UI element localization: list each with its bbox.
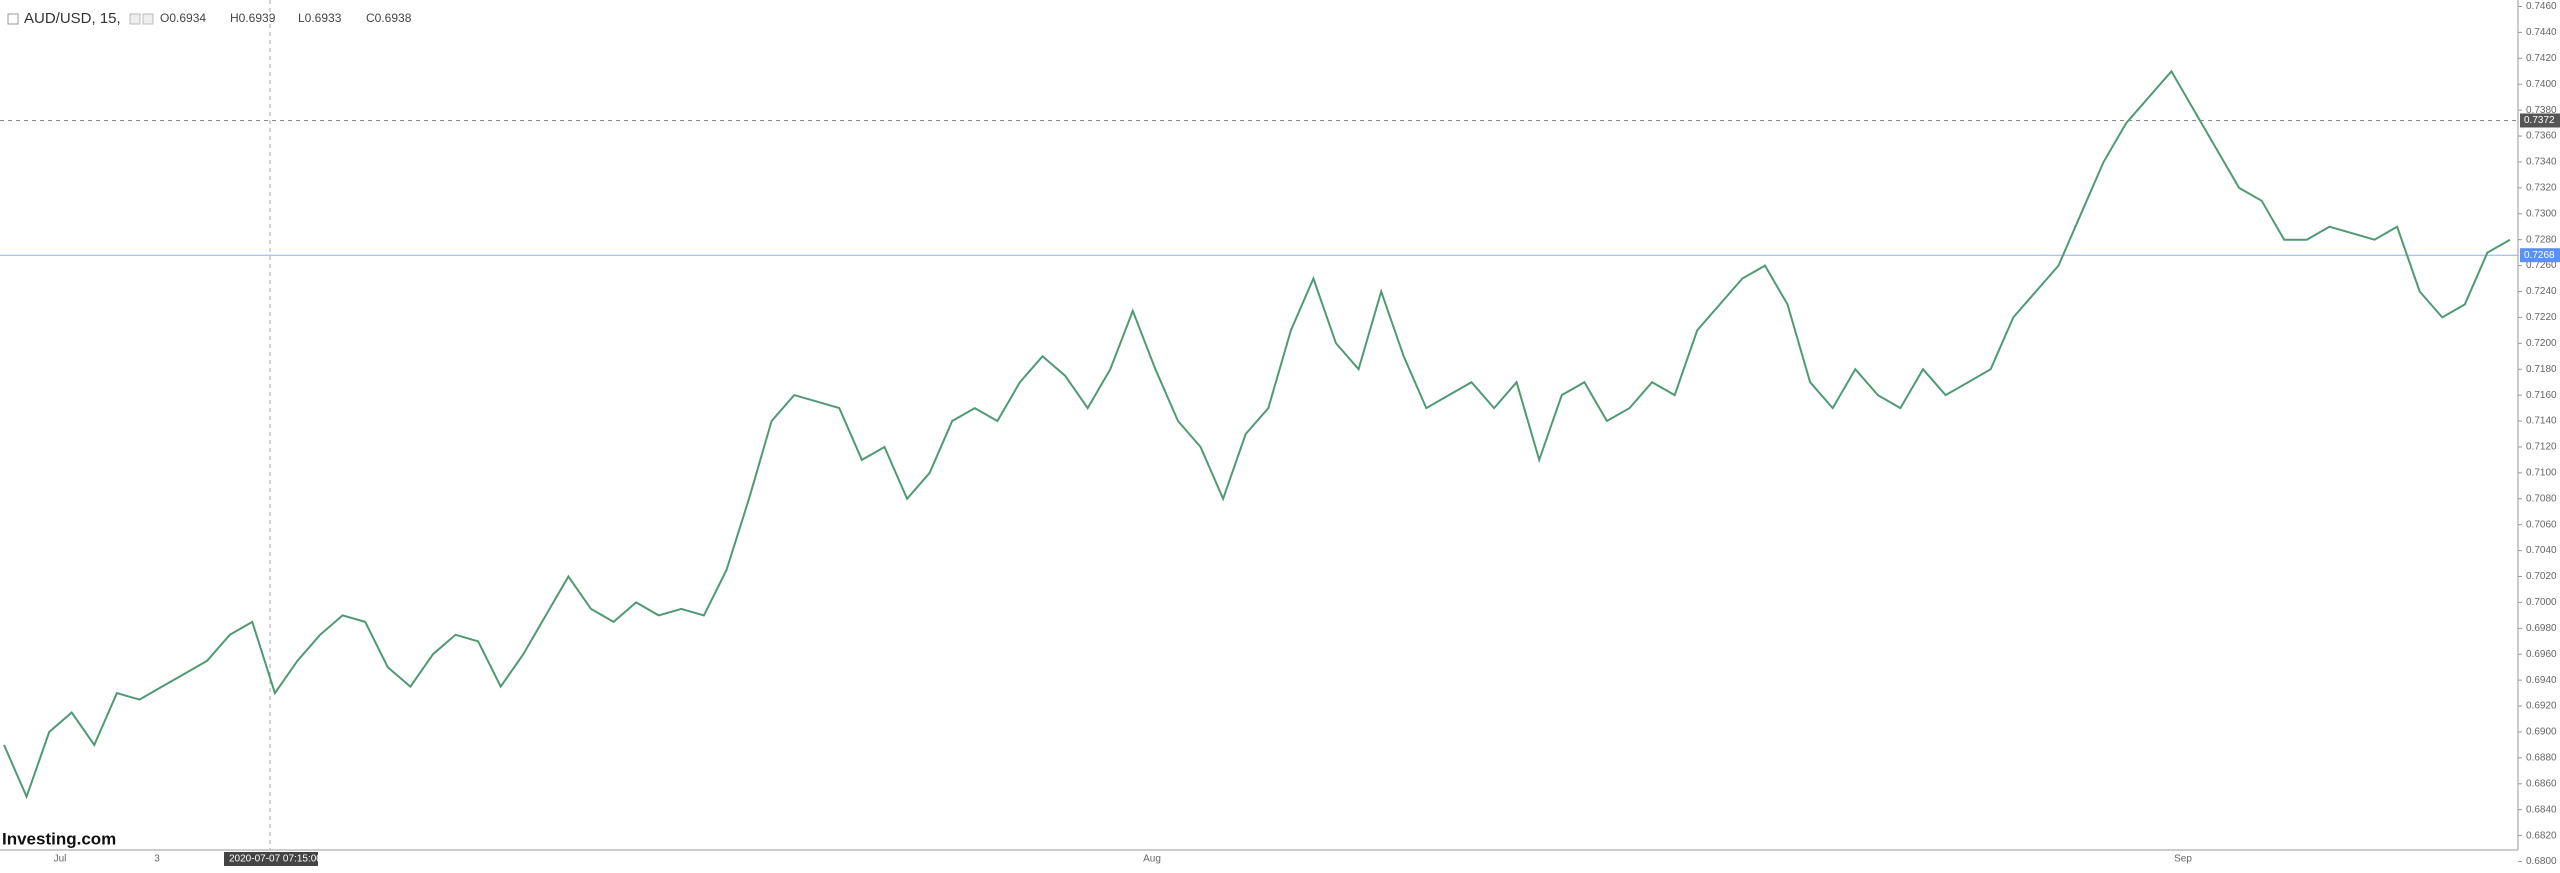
price-label: 0.7268 (2524, 250, 2555, 261)
x-tick-label: Jul (54, 854, 67, 865)
y-tick-label: 0.6800 (2526, 856, 2557, 867)
y-tick-label: 0.7220 (2526, 312, 2557, 323)
toggle-icon (142, 13, 154, 25)
logo: Investing.com (2, 829, 116, 848)
crosshair-label-box (224, 852, 318, 866)
y-tick-label: 0.7460 (2526, 1, 2557, 12)
price-label-box (2520, 113, 2560, 128)
y-tick-label: 0.6960 (2526, 649, 2557, 660)
toggle-icon (129, 13, 141, 25)
y-tick-label: 0.7180 (2526, 364, 2557, 375)
y-tick-label: 0.7300 (2526, 208, 2557, 219)
symbol: AUD/USD, 15, (24, 10, 121, 27)
y-tick-label: 0.6980 (2526, 623, 2557, 634)
collapse-icon[interactable] (7, 13, 19, 25)
ohlc-value: H0.6939 (230, 11, 276, 25)
y-tick-label: 0.7340 (2526, 157, 2557, 168)
x-tick-label: Sep (2174, 854, 2192, 865)
price-line-series (3, 69, 2511, 800)
y-tick-label: 0.7240 (2526, 286, 2557, 297)
y-tick-label: 0.7260 (2526, 260, 2557, 271)
y-tick-label: 0.7440 (2526, 27, 2557, 38)
y-tick-label: 0.6920 (2526, 701, 2557, 712)
y-tick-label: 0.6940 (2526, 675, 2557, 686)
ohlc-value: O0.6934 (160, 11, 206, 25)
y-tick-label: 0.7200 (2526, 338, 2557, 349)
y-tick-label: 0.7400 (2526, 79, 2557, 90)
y-tick-label: 0.7040 (2526, 545, 2557, 556)
y-tick-label: 0.6860 (2526, 778, 2557, 789)
y-tick-label: 0.7420 (2526, 53, 2557, 64)
y-tick-label: 0.6900 (2526, 727, 2557, 738)
y-tick-label: 0.7100 (2526, 468, 2557, 479)
x-tick-label: Aug (1143, 854, 1161, 865)
y-tick-label: 0.7360 (2526, 131, 2557, 142)
y-tick-label: 0.7160 (2526, 390, 2557, 401)
x-tick-label: 3 (154, 854, 160, 865)
crosshair-label: 2020-07-07 07:15:00 (229, 854, 322, 865)
y-tick-label: 0.7060 (2526, 519, 2557, 530)
y-tick-label: 0.7140 (2526, 416, 2557, 427)
y-tick-label: 0.7020 (2526, 571, 2557, 582)
ohlc-value: L0.6933 (298, 11, 342, 25)
price-label-box (2520, 248, 2560, 263)
price-label: 0.7372 (2524, 115, 2555, 126)
y-tick-label: 0.7280 (2526, 234, 2557, 245)
y-tick-label: 0.6820 (2526, 830, 2557, 841)
y-tick-label: 0.6880 (2526, 753, 2557, 764)
ohlc-value: C0.6938 (366, 11, 412, 25)
y-tick-label: 0.7000 (2526, 597, 2557, 608)
y-tick-label: 0.6840 (2526, 804, 2557, 815)
y-tick-label: 0.7080 (2526, 493, 2557, 504)
y-tick-label: 0.7380 (2526, 105, 2557, 116)
y-tick-label: 0.7120 (2526, 442, 2557, 453)
y-tick-label: 0.7320 (2526, 182, 2557, 193)
